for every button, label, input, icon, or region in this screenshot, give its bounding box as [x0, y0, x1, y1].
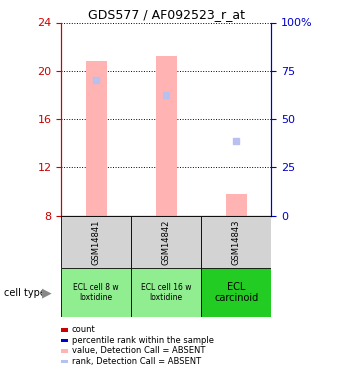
Text: count: count [72, 326, 96, 334]
Bar [226, 194, 247, 216]
Text: GSM14841: GSM14841 [92, 219, 101, 265]
Title: GDS577 / AF092523_r_at: GDS577 / AF092523_r_at [88, 8, 245, 21]
Text: ECL cell 16 w
loxtidine: ECL cell 16 w loxtidine [141, 283, 191, 302]
Bar [201, 268, 271, 317]
Text: ECL
carcinoid: ECL carcinoid [214, 282, 258, 303]
Bar [61, 216, 131, 268]
Bar [131, 268, 201, 317]
Text: cell type: cell type [4, 288, 46, 297]
Text: ECL cell 8 w
loxtidine: ECL cell 8 w loxtidine [74, 283, 119, 302]
Text: value, Detection Call = ABSENT: value, Detection Call = ABSENT [72, 346, 205, 355]
Bar [201, 216, 271, 268]
Text: GSM14842: GSM14842 [162, 219, 171, 265]
Text: ▶: ▶ [42, 286, 52, 299]
Text: percentile rank within the sample: percentile rank within the sample [72, 336, 214, 345]
Bar [86, 61, 107, 216]
Text: rank, Detection Call = ABSENT: rank, Detection Call = ABSENT [72, 357, 201, 366]
Bar [156, 56, 177, 216]
Text: GSM14843: GSM14843 [232, 219, 241, 265]
Bar [61, 268, 131, 317]
Bar [131, 216, 201, 268]
